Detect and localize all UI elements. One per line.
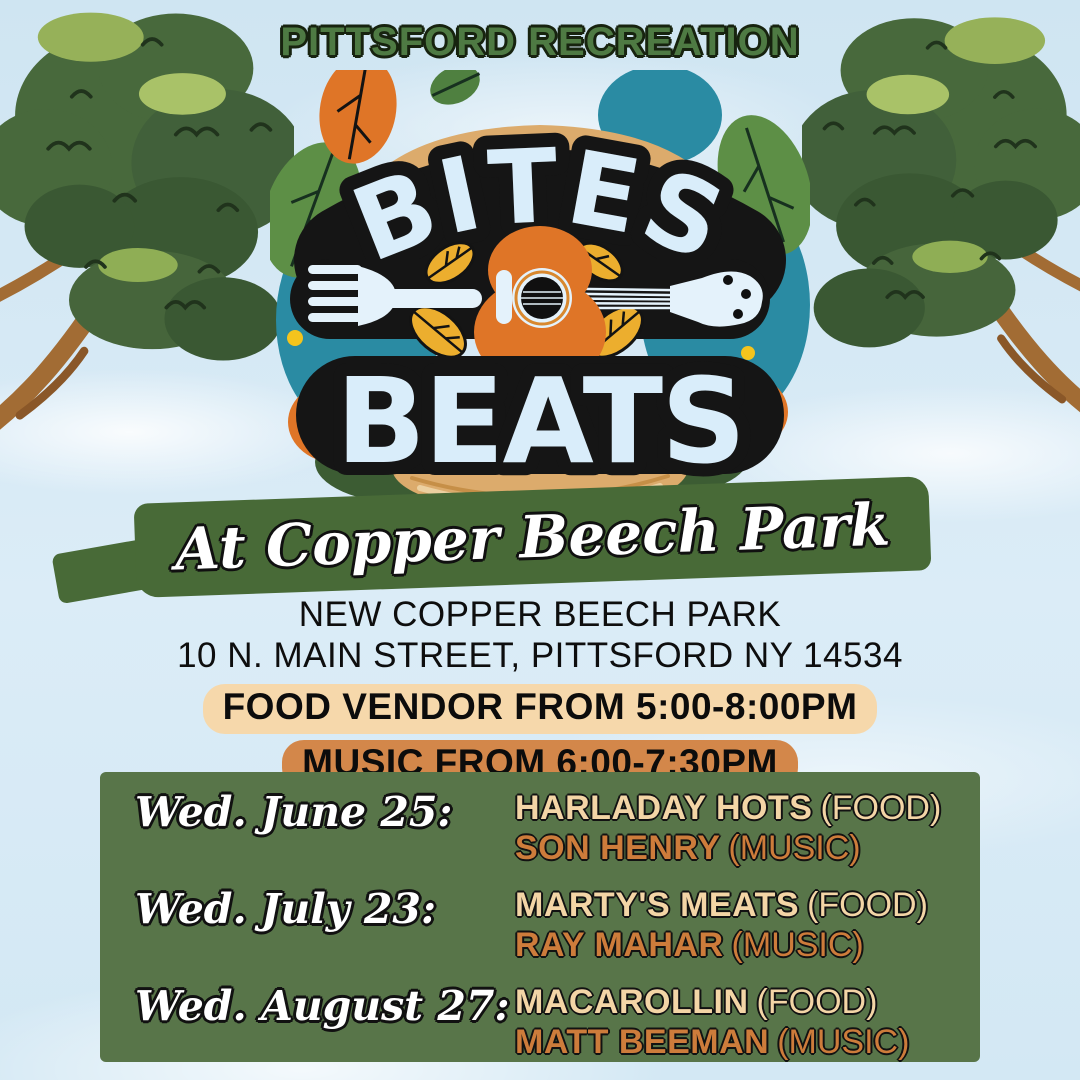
schedule-panel: Wed. June 25: HARLADAY HOTS (FOOD) SON HE…	[100, 772, 980, 1062]
schedule-row: Wed. July 23: MARTY'S MEATS (FOOD) RAY MA…	[100, 885, 980, 982]
food-vendor-time: FOOD VENDOR FROM 5:00-8:00PM	[202, 684, 878, 734]
tree-illustration-left	[0, 12, 294, 430]
decorative-dot	[741, 346, 755, 360]
tree-illustration-right	[802, 17, 1080, 425]
location-banner-text: At Copper Beech Park	[173, 490, 892, 584]
music-act-entry: RAY MAHAR (MUSIC)	[515, 926, 864, 964]
schedule-date: Wed. June 25:	[135, 788, 453, 836]
location-banner: At Copper Beech Park	[133, 476, 932, 598]
food-vendor-entry: MARTY'S MEATS (FOOD)	[515, 886, 928, 924]
guitar-headstock	[670, 271, 763, 327]
tree-foliage	[0, 12, 294, 361]
page-title: PITTSFORD RECREATION	[280, 20, 800, 64]
food-vendor-entry: HARLADAY HOTS (FOOD)	[515, 789, 942, 827]
venue-name: NEW COPPER BEECH PARK	[298, 595, 782, 634]
decorative-dot	[287, 330, 303, 346]
schedule-row: Wed. June 25: HARLADAY HOTS (FOOD) SON HE…	[100, 788, 980, 885]
schedule-date: Wed. August 27:	[135, 982, 510, 1030]
fork-icon	[308, 265, 482, 326]
venue-street: 10 N. MAIN STREET, PITTSFORD NY 14534	[177, 636, 903, 675]
tree-foliage	[802, 17, 1080, 348]
logo-word-beats: BEATS	[336, 352, 744, 490]
music-act-entry: MATT BEEMAN (MUSIC)	[515, 1023, 910, 1061]
bites-band	[294, 149, 786, 316]
schedule-date: Wed. July 23:	[135, 885, 437, 933]
food-vendor-entry: MACAROLLIN (FOOD)	[515, 983, 878, 1021]
bites-beats-logo: BITES	[270, 70, 810, 514]
schedule-row: Wed. August 27: MACAROLLIN (FOOD) MATT BE…	[100, 982, 980, 1079]
music-act-entry: SON HENRY (MUSIC)	[515, 829, 861, 867]
venue-address: NEW COPPER BEECH PARK 10 N. MAIN STREET,…	[0, 594, 1080, 676]
